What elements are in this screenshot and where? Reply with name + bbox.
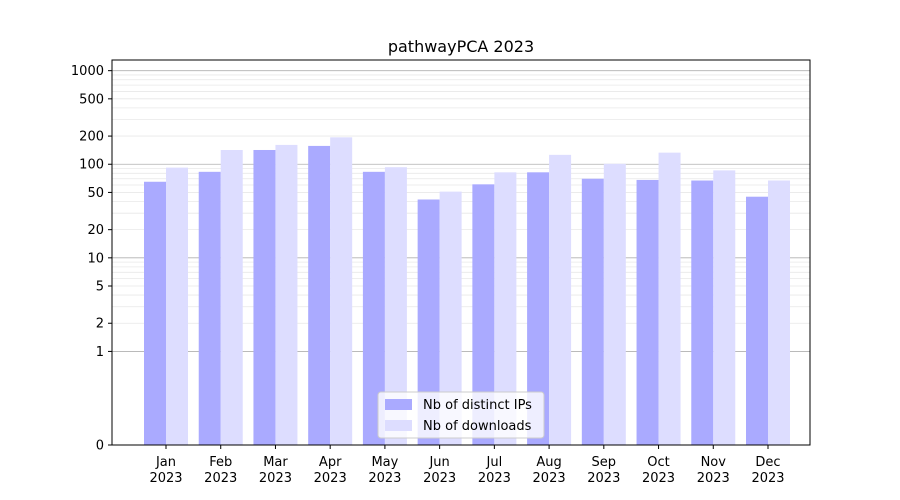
x-tick-label-month: Jul bbox=[486, 455, 503, 470]
y-tick-label: 5 bbox=[96, 280, 104, 295]
y-tick-label: 500 bbox=[79, 92, 104, 107]
chart-title: pathwayPCA 2023 bbox=[388, 37, 534, 56]
x-tick-label-month: May bbox=[371, 455, 398, 470]
bar-distinct-ips-may bbox=[362, 171, 385, 445]
y-axis: 0 1 2 5 10 20 50 100 200 500 1000 bbox=[71, 64, 112, 454]
y-tick-label: 20 bbox=[87, 223, 104, 238]
legend: Nb of distinct IPs Nb of downloads bbox=[377, 391, 545, 439]
bar-distinct-ips-dec bbox=[746, 196, 768, 445]
legend-swatch bbox=[385, 399, 412, 410]
bar-downloads-aug bbox=[549, 154, 572, 445]
x-axis: Jan2023Feb2023Mar2023Apr2023May2023Jun20… bbox=[149, 445, 785, 486]
x-tick-label-year: 2023 bbox=[478, 471, 511, 486]
y-tick-label: 200 bbox=[79, 130, 104, 145]
x-tick-label-month: Sep bbox=[592, 455, 617, 470]
x-tick-label-month: Aug bbox=[536, 455, 561, 470]
bar-downloads-dec bbox=[768, 180, 790, 446]
x-tick-label-month: Jun bbox=[428, 455, 449, 470]
x-tick-label-year: 2023 bbox=[259, 471, 292, 486]
bar-distinct-ips-jan bbox=[144, 181, 166, 446]
x-tick-label-month: Nov bbox=[701, 455, 727, 470]
x-tick-label-year: 2023 bbox=[533, 471, 566, 486]
bar-distinct-ips-jun bbox=[417, 199, 440, 445]
bar-downloads-may bbox=[384, 167, 407, 446]
legend-box bbox=[377, 391, 545, 439]
bar-downloads-sep bbox=[603, 163, 626, 445]
x-tick-label-month: Apr bbox=[319, 455, 342, 470]
bar-downloads-apr bbox=[330, 137, 353, 445]
x-tick-label-month: Feb bbox=[209, 455, 232, 470]
bar-distinct-ips-oct bbox=[636, 179, 659, 445]
x-tick-label-year: 2023 bbox=[204, 471, 237, 486]
x-tick-label-year: 2023 bbox=[423, 471, 456, 486]
x-tick-label-year: 2023 bbox=[642, 471, 675, 486]
x-tick-label-year: 2023 bbox=[697, 471, 730, 486]
bar-distinct-ips-nov bbox=[691, 180, 714, 446]
x-tick-label-year: 2023 bbox=[368, 471, 401, 486]
y-tick-label: 100 bbox=[79, 158, 104, 173]
legend-swatch bbox=[385, 420, 412, 431]
x-tick-label-year: 2023 bbox=[314, 471, 347, 486]
bar-distinct-ips-jul bbox=[472, 184, 495, 445]
bar-distinct-ips-feb bbox=[198, 171, 221, 445]
bar-downloads-mar bbox=[275, 144, 298, 445]
bar-downloads-jun bbox=[439, 191, 462, 445]
x-tick-label-year: 2023 bbox=[587, 471, 620, 486]
bar-distinct-ips-mar bbox=[253, 149, 276, 445]
x-tick-label-year: 2023 bbox=[751, 471, 784, 486]
x-tick-label-month: Dec bbox=[755, 455, 780, 470]
bar-distinct-ips-sep bbox=[581, 178, 604, 446]
bar-downloads-nov bbox=[713, 170, 736, 445]
legend-label: Nb of downloads bbox=[423, 419, 532, 434]
y-tick-label: 50 bbox=[87, 186, 104, 201]
bars bbox=[144, 137, 790, 446]
y-tick-label: 1 bbox=[96, 345, 104, 360]
y-tick-label: 1000 bbox=[71, 64, 104, 79]
y-tick-label: 0 bbox=[96, 439, 104, 454]
bar-distinct-ips-aug bbox=[527, 172, 550, 446]
y-tick-label: 10 bbox=[87, 251, 104, 266]
x-tick-label-month: Oct bbox=[647, 455, 669, 470]
x-tick-label-month: Jan bbox=[155, 455, 176, 470]
y-tick-label: 2 bbox=[96, 317, 104, 332]
legend-label: Nb of distinct IPs bbox=[423, 398, 532, 413]
x-tick-label-year: 2023 bbox=[149, 471, 182, 486]
bar-downloads-feb bbox=[220, 149, 243, 445]
bar-downloads-jul bbox=[494, 172, 517, 446]
bar-downloads-oct bbox=[658, 152, 681, 445]
plot-frame bbox=[111, 59, 811, 446]
bar-distinct-ips-apr bbox=[308, 145, 331, 445]
bar-downloads-jan bbox=[166, 167, 188, 445]
x-tick-label-month: Mar bbox=[263, 455, 288, 470]
